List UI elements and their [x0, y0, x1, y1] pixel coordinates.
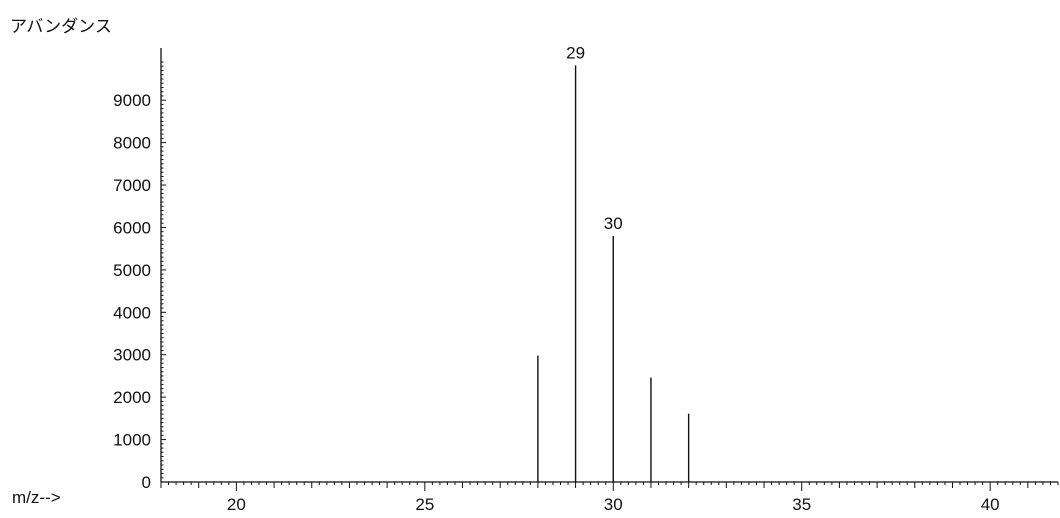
peak-label: 30: [604, 214, 623, 233]
x-tick-label: 20: [227, 495, 246, 514]
y-tick-label: 6000: [113, 218, 151, 237]
y-tick-label: 8000: [113, 134, 151, 153]
peak-label: 29: [566, 43, 585, 62]
y-axis-label: アバンダンス: [10, 17, 112, 37]
x-axis-label: m/z-->: [12, 488, 61, 507]
peak-labels: 29 30: [566, 43, 623, 233]
x-tick-label: 25: [415, 495, 434, 514]
y-tick-label: 0: [142, 473, 151, 492]
x-tick-label: 35: [792, 495, 811, 514]
y-tick-label: 9000: [113, 91, 151, 110]
y-tick-label: 5000: [113, 261, 151, 280]
peak-bars: [537, 65, 690, 482]
x-axis-ticks: 20 25 30 35 40: [160, 482, 1059, 514]
y-tick-label: 2000: [113, 388, 151, 407]
y-tick-label: 7000: [113, 176, 151, 195]
y-tick-label: 1000: [113, 431, 151, 450]
x-tick-label: 40: [981, 495, 1000, 514]
y-tick-label: 4000: [113, 303, 151, 322]
y-axis-ticks: 0 1000 2000 3000 4000 5000 6000 7000 8000 9000: [113, 61, 166, 492]
y-tick-label: 3000: [113, 346, 151, 365]
x-tick-label: 30: [604, 495, 623, 514]
